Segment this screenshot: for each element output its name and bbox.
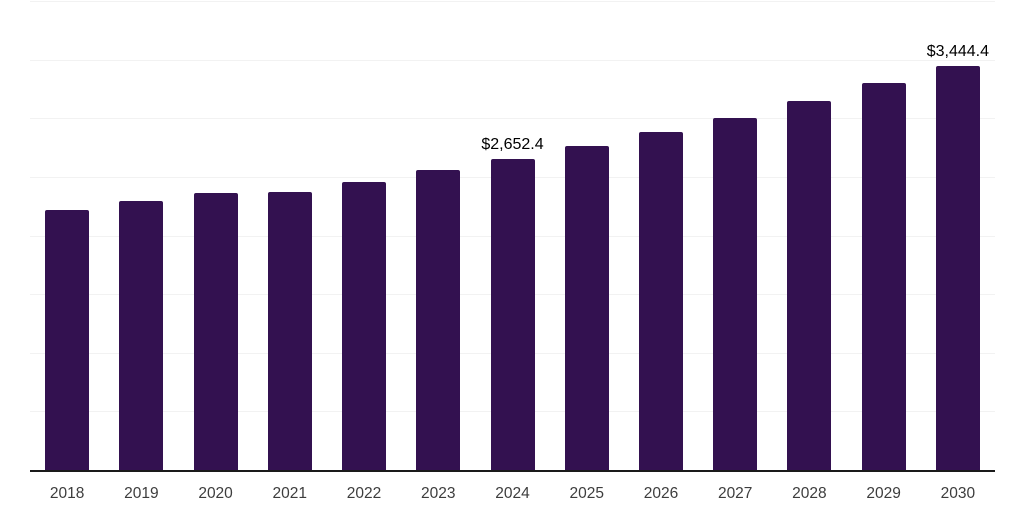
- bar-2021: [267, 191, 312, 470]
- gridline-3500: [30, 59, 995, 61]
- x-axis-label-2021: 2021: [272, 485, 308, 502]
- bar-2023: [416, 169, 461, 470]
- x-axis-label-2018: 2018: [49, 485, 85, 502]
- x-axis-label-2027: 2027: [717, 485, 753, 502]
- x-axis-label-2019: 2019: [124, 485, 159, 502]
- bar-2027: [713, 117, 758, 470]
- bar-2019: [119, 201, 164, 470]
- x-axis-label-2030: 2030: [940, 485, 976, 502]
- gridline-3000: [30, 118, 995, 120]
- x-axis-line: [30, 470, 995, 472]
- bar-2026: [638, 132, 683, 470]
- bar-2020: [193, 192, 238, 470]
- bar-2029: [861, 83, 906, 470]
- bar-value-label-2030: $3,444.4: [926, 43, 990, 61]
- x-axis-label-2020: 2020: [198, 485, 233, 502]
- bar-2022: [342, 181, 387, 470]
- x-axis-label-2024: 2024: [495, 485, 530, 502]
- bar-2018: [45, 210, 90, 470]
- x-axis-label-2023: 2023: [421, 485, 456, 502]
- bar-2030: [935, 66, 980, 470]
- x-axis-label-2025: 2025: [569, 485, 604, 502]
- x-axis-label-2028: 2028: [792, 485, 827, 502]
- bar-2024: [490, 159, 535, 470]
- gridline-4000: [30, 1, 995, 2]
- bar-2025: [564, 146, 609, 470]
- x-axis-label-2022: 2022: [346, 485, 382, 502]
- bar-2028: [787, 100, 832, 470]
- bar-value-label-2024: $2,652.4: [481, 136, 544, 153]
- x-axis-label-2029: 2029: [866, 485, 901, 502]
- x-axis-label-2026: 2026: [643, 485, 679, 502]
